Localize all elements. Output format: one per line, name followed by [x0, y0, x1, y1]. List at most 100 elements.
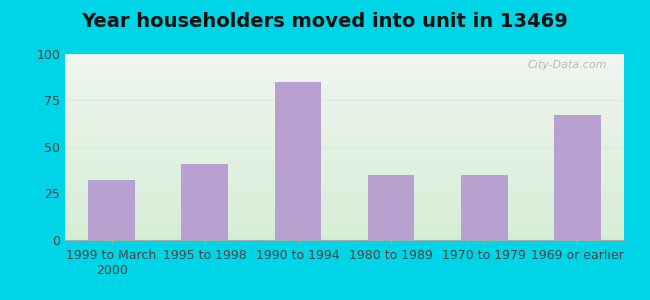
Bar	[65, 92, 624, 93]
Bar	[65, 179, 624, 180]
Bar	[65, 71, 624, 73]
Bar	[65, 141, 624, 142]
Bar	[65, 194, 624, 196]
Bar	[65, 217, 624, 218]
Bar	[65, 100, 624, 101]
Bar	[65, 89, 624, 90]
Bar	[65, 211, 624, 212]
Bar	[65, 174, 624, 176]
Bar	[65, 118, 624, 120]
Bar	[65, 83, 624, 85]
Bar	[65, 65, 624, 67]
Bar	[65, 176, 624, 178]
Bar	[65, 88, 624, 90]
Bar	[65, 197, 624, 199]
Bar	[65, 70, 624, 71]
Bar	[65, 183, 624, 185]
Bar	[65, 58, 624, 60]
Text: Year householders moved into unit in 13469: Year householders moved into unit in 134…	[82, 12, 568, 31]
Bar	[65, 110, 624, 111]
Bar	[65, 55, 624, 57]
Bar	[65, 177, 624, 179]
Bar	[65, 179, 624, 181]
Bar	[65, 120, 624, 122]
Bar	[65, 209, 624, 211]
Bar	[65, 186, 624, 188]
Bar	[65, 220, 624, 222]
Bar	[65, 116, 624, 118]
Bar	[65, 174, 624, 175]
Bar	[65, 89, 624, 91]
Bar	[65, 199, 624, 201]
Bar	[65, 198, 624, 200]
Bar	[65, 97, 624, 98]
Bar	[65, 207, 624, 209]
Bar	[65, 73, 624, 74]
Bar	[65, 65, 624, 66]
Bar	[65, 229, 624, 231]
Bar	[88, 181, 135, 240]
Bar	[65, 82, 624, 84]
Bar	[65, 184, 624, 186]
Bar	[65, 162, 624, 164]
Bar	[65, 128, 624, 130]
Bar	[65, 156, 624, 158]
Bar	[65, 165, 624, 166]
Bar	[65, 131, 624, 133]
Bar	[65, 148, 624, 149]
Bar	[181, 164, 228, 240]
Bar	[65, 175, 624, 177]
Bar	[461, 175, 508, 240]
Bar	[65, 84, 624, 85]
Bar	[65, 119, 624, 121]
Bar	[65, 235, 624, 236]
Bar	[65, 105, 624, 107]
Bar	[65, 237, 624, 238]
Bar	[65, 61, 624, 63]
Bar	[65, 221, 624, 223]
Bar	[65, 122, 624, 123]
Bar	[65, 59, 624, 61]
Bar	[65, 224, 624, 226]
Bar	[65, 94, 624, 95]
Bar	[65, 153, 624, 154]
Bar	[65, 220, 624, 221]
Bar	[65, 201, 624, 203]
Bar	[65, 188, 624, 189]
Bar	[65, 185, 624, 187]
Bar	[65, 133, 624, 135]
Bar	[65, 216, 624, 218]
Bar	[65, 227, 624, 229]
Bar	[65, 150, 624, 152]
Bar	[65, 139, 624, 140]
Bar	[65, 76, 624, 78]
Bar	[65, 81, 624, 82]
Bar	[65, 236, 624, 237]
Bar	[65, 206, 624, 207]
Bar	[65, 117, 624, 119]
Bar	[65, 74, 624, 76]
Bar	[65, 143, 624, 145]
Bar	[65, 227, 624, 228]
Bar	[65, 113, 624, 115]
Bar	[65, 106, 624, 108]
Bar	[65, 182, 624, 184]
Bar	[65, 129, 624, 131]
Bar	[65, 219, 624, 220]
Bar	[65, 94, 624, 96]
Bar	[65, 114, 624, 116]
Bar	[65, 111, 624, 113]
Bar	[65, 86, 624, 87]
Bar	[65, 155, 624, 157]
Bar	[65, 64, 624, 66]
Bar	[65, 87, 624, 89]
Bar	[65, 230, 624, 231]
Bar	[65, 213, 624, 214]
Bar	[65, 215, 624, 217]
Bar	[65, 96, 624, 98]
Bar	[65, 67, 624, 68]
Bar	[65, 168, 624, 170]
Bar	[65, 177, 624, 178]
Bar	[65, 124, 624, 126]
Bar	[65, 182, 624, 183]
